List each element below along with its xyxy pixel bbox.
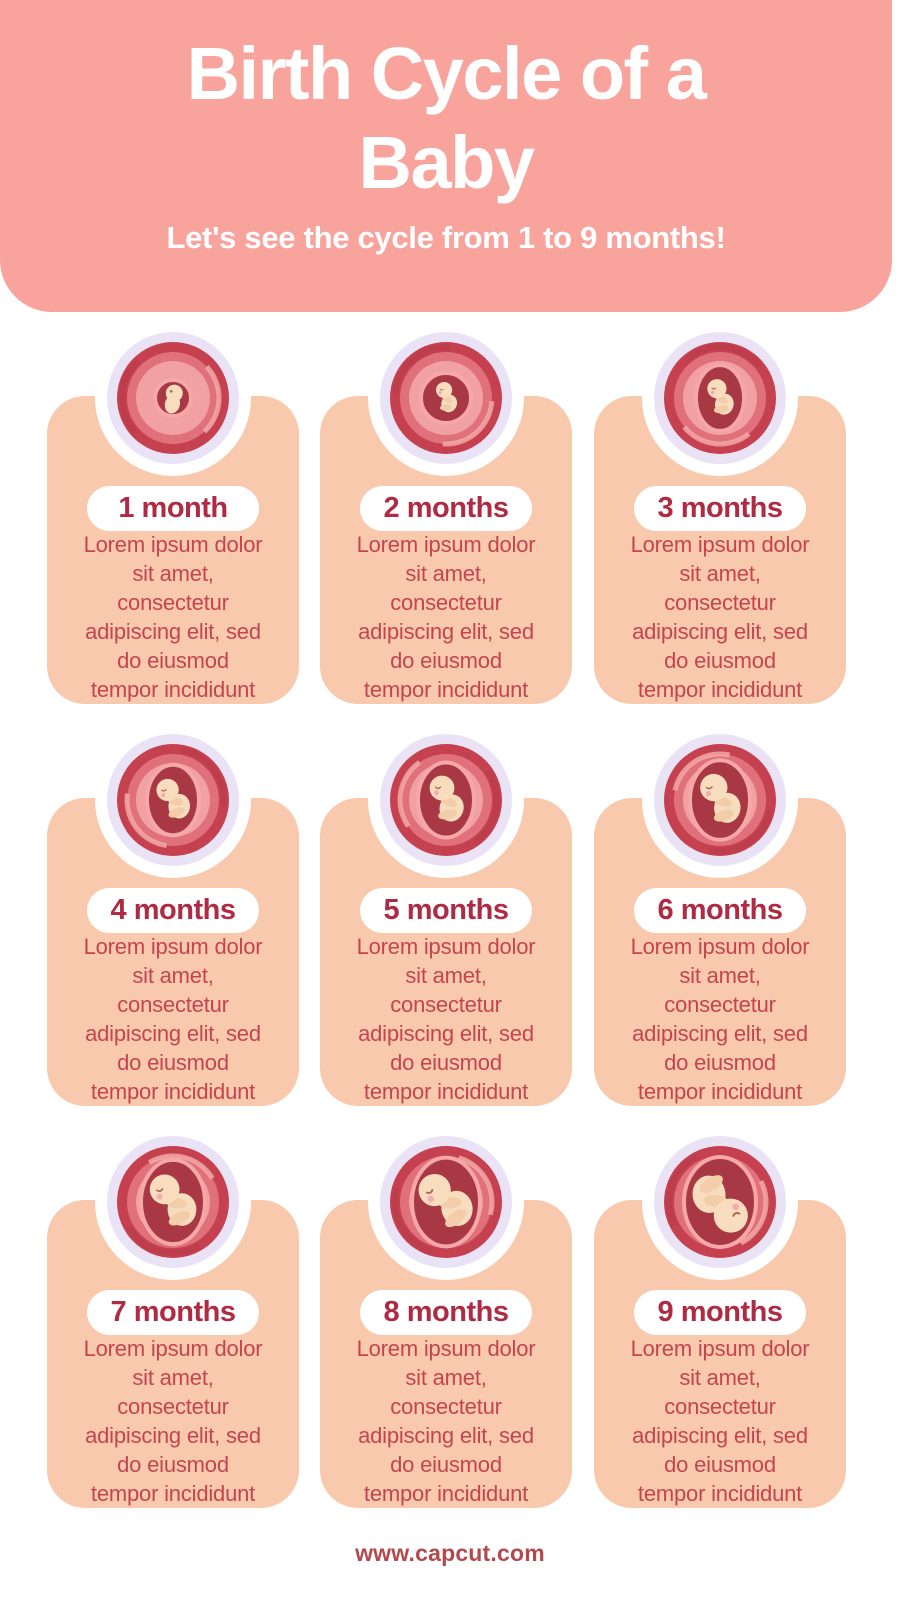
month-label: 2 months: [383, 492, 509, 524]
header-banner: Birth Cycle of a Baby Let's see the cycl…: [0, 0, 892, 312]
womb-medallion: [380, 1136, 512, 1268]
month-label: 1 month: [118, 492, 228, 524]
page-subtitle: Let's see the cycle from 1 to 9 months!: [166, 219, 726, 255]
card-description: Lorem ipsum dolor sit amet, consectetur …: [630, 532, 810, 702]
womb-medallion: [654, 332, 786, 464]
month-card-3: 3 months Lorem ipsum dolor sit amet, con…: [594, 320, 846, 704]
womb-medallion: [107, 332, 239, 464]
month-label: 7 months: [110, 1296, 236, 1328]
fetus-in-womb-month-3-icon: [664, 342, 776, 454]
month-card-5: 5 months Lorem ipsum dolor sit amet, con…: [320, 722, 572, 1106]
month-card-9: 9 months Lorem ipsum dolor sit amet, con…: [594, 1124, 846, 1508]
month-label-pill: 6 months: [634, 888, 806, 933]
fetus-in-womb-month-6-icon: [664, 744, 776, 856]
month-label-pill: 7 months: [87, 1290, 259, 1335]
fetus-in-womb-month-5-icon: [390, 744, 502, 856]
fetus-in-womb-month-8-icon: [390, 1146, 502, 1258]
womb-medallion: [380, 734, 512, 866]
month-label: 6 months: [657, 894, 783, 926]
card-description: Lorem ipsum dolor sit amet, consectetur …: [356, 934, 536, 1104]
card-description: Lorem ipsum dolor sit amet, consectetur …: [356, 1336, 536, 1506]
womb-medallion: [654, 1136, 786, 1268]
card-description: Lorem ipsum dolor sit amet, consectetur …: [356, 532, 536, 702]
card-description: Lorem ipsum dolor sit amet, consectetur …: [83, 1336, 263, 1506]
card-description: Lorem ipsum dolor sit amet, consectetur …: [630, 934, 810, 1104]
month-label-pill: 9 months: [634, 1290, 806, 1335]
month-label-pill: 1 month: [87, 486, 259, 531]
month-label: 9 months: [657, 1296, 783, 1328]
month-label-pill: 5 months: [360, 888, 532, 933]
card-description: Lorem ipsum dolor sit amet, consectetur …: [83, 532, 263, 702]
month-label-pill: 2 months: [360, 486, 532, 531]
month-card-1: 1 month Lorem ipsum dolor sit amet, cons…: [47, 320, 299, 704]
womb-medallion: [107, 734, 239, 866]
fetus-in-womb-month-4-icon: [117, 744, 229, 856]
card-description: Lorem ipsum dolor sit amet, consectetur …: [83, 934, 263, 1104]
month-card-7: 7 months Lorem ipsum dolor sit amet, con…: [47, 1124, 299, 1508]
month-card-4: 4 months Lorem ipsum dolor sit amet, con…: [47, 722, 299, 1106]
month-label-pill: 8 months: [360, 1290, 532, 1335]
womb-medallion: [654, 734, 786, 866]
month-card-8: 8 months Lorem ipsum dolor sit amet, con…: [320, 1124, 572, 1508]
womb-medallion: [380, 332, 512, 464]
month-label: 8 months: [383, 1296, 509, 1328]
fetus-in-womb-month-9-icon: [664, 1146, 776, 1258]
fetus-in-womb-month-7-icon: [117, 1146, 229, 1258]
month-label: 3 months: [657, 492, 783, 524]
month-card-6: 6 months Lorem ipsum dolor sit amet, con…: [594, 722, 846, 1106]
card-description: Lorem ipsum dolor sit amet, consectetur …: [630, 1336, 810, 1506]
month-card-2: 2 months Lorem ipsum dolor sit amet, con…: [320, 320, 572, 704]
month-label-pill: 4 months: [87, 888, 259, 933]
fetus-in-womb-month-1-icon: [117, 342, 229, 454]
page-title: Birth Cycle of a Baby: [186, 32, 707, 204]
womb-medallion: [107, 1136, 239, 1268]
month-label: 5 months: [383, 894, 509, 926]
fetus-in-womb-month-2-icon: [390, 342, 502, 454]
month-label: 4 months: [110, 894, 236, 926]
footer-website: www.capcut.com: [355, 1540, 545, 1566]
month-label-pill: 3 months: [634, 486, 806, 531]
